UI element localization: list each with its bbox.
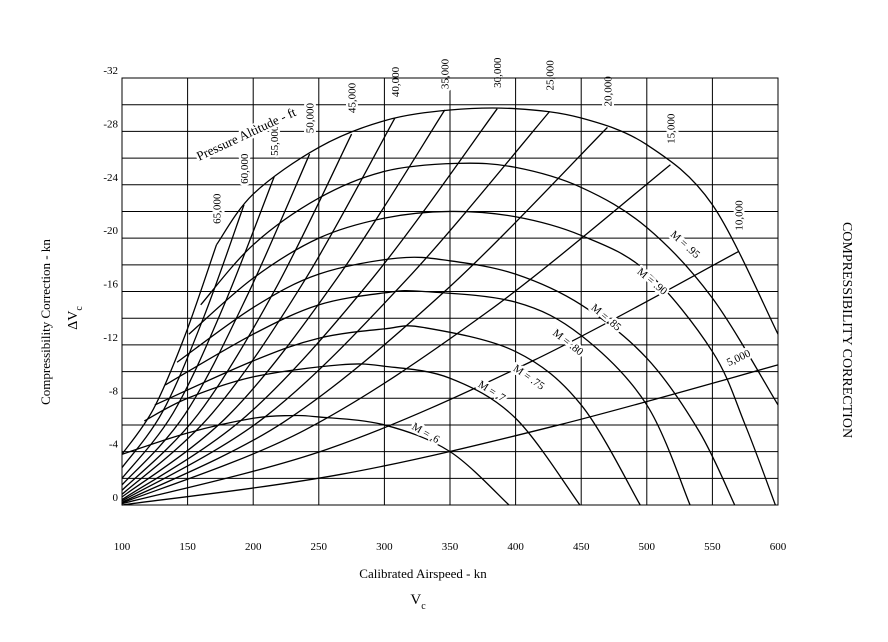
altitude-line: [121, 164, 671, 504]
altitude-line: [121, 108, 498, 501]
x-symbol-main: V: [410, 592, 421, 608]
y-tick-label: -16: [103, 279, 118, 291]
y-tick-label: -32: [103, 65, 118, 77]
mach-line: [200, 162, 779, 406]
altitude-line: [121, 110, 551, 502]
altitude-label: 15,000: [665, 113, 677, 144]
mach-line: [144, 363, 581, 506]
x-tick-label: 450: [573, 541, 590, 553]
y-tick-label: -12: [103, 332, 118, 344]
mach-label: M = .95: [668, 229, 703, 262]
altitude-line: [121, 109, 446, 498]
x-tick-label: 400: [507, 541, 524, 553]
altitude-label: 60,000: [239, 153, 251, 184]
y-tick-label: 0: [113, 492, 119, 504]
x-tick-label: 300: [376, 541, 393, 553]
x-tick-label: 350: [442, 541, 459, 553]
y-tick-label: -4: [109, 439, 119, 451]
mach-line: [176, 256, 736, 506]
y-axis-label: Compressibility Correction - kn: [38, 239, 53, 405]
x-symbol-sub: c: [421, 601, 426, 612]
x-symbol: Vc: [410, 592, 426, 612]
x-tick-label: 550: [704, 541, 721, 553]
altitude-line: [121, 133, 353, 491]
altitude-label: 65,000: [211, 193, 223, 224]
mach-line: [154, 325, 641, 506]
mach-line: [121, 414, 510, 506]
y-tick-label: -24: [103, 172, 118, 184]
x-tick-label: 600: [770, 541, 787, 553]
altitude-line: [121, 364, 779, 506]
mach-line: [164, 290, 691, 506]
altitude-label: 55,000: [269, 125, 281, 156]
y-tick-label: -28: [103, 118, 118, 130]
x-tick-label: 250: [311, 541, 328, 553]
x-tick-label: 100: [114, 541, 131, 553]
altitude-label: 45,000: [347, 82, 359, 113]
altitude-label: 20,000: [602, 76, 614, 107]
altitude-label: 10,000: [734, 200, 746, 231]
altitude-line: [121, 250, 739, 505]
altitude-line: [121, 117, 396, 495]
x-tick-label: 500: [639, 541, 656, 553]
altitude-line: [121, 126, 608, 503]
altitude-label: 25,000: [545, 60, 557, 91]
mach-label: M = .7: [476, 378, 508, 404]
mach-label: M = .90: [635, 266, 670, 298]
y-symbol: ΔVc: [66, 306, 85, 330]
chart-title: COMPRESSIBILITY CORRECTION: [839, 222, 854, 438]
altitude-label: 40,000: [390, 66, 402, 97]
altitude-line: [121, 176, 275, 479]
mach-label: M = .80: [550, 327, 586, 358]
mach-line: [188, 210, 776, 506]
altitude-line: [121, 244, 218, 455]
altitude-label: 35,000: [440, 58, 452, 89]
mach-line: [215, 107, 779, 335]
y-tick-label: -20: [103, 225, 118, 237]
plot-border: [121, 77, 779, 506]
y-symbol-main: ΔV: [66, 311, 81, 330]
x-axis-label: Calibrated Airspeed - kn: [359, 566, 487, 581]
x-tick-label: 200: [245, 541, 262, 553]
altitude-line: [121, 153, 311, 486]
y-symbol-sub: c: [74, 306, 85, 311]
altitude-label: 30,000: [492, 57, 504, 88]
altitude-label: 5,000: [725, 347, 753, 369]
y-tick-label: -8: [109, 385, 119, 397]
x-tick-label: 150: [179, 541, 196, 553]
altitude-line: [121, 204, 245, 469]
altitude-label: 50,000: [305, 102, 317, 133]
